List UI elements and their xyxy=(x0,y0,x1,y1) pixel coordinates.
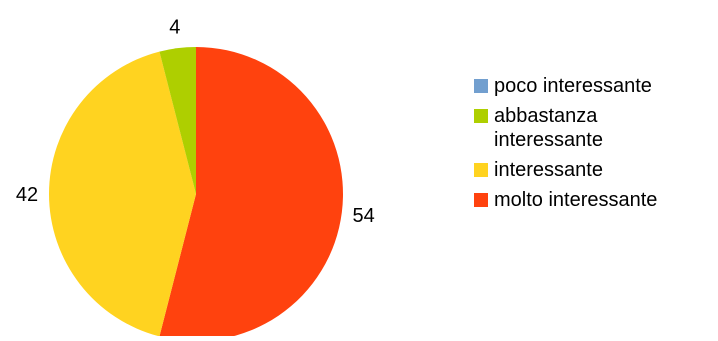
legend-item-molto-interessante: molto interessante xyxy=(474,188,714,212)
data-label-interessante: 42 xyxy=(16,184,38,206)
legend-swatch-molto-interessante xyxy=(474,193,488,207)
legend-label-abbastanza-interessante: abbastanza interessante xyxy=(494,105,603,151)
legend-swatch-abbastanza-interessante xyxy=(474,109,488,123)
data-label-molto-interessante: 54 xyxy=(353,205,375,227)
pie-slice-interessante xyxy=(49,51,197,337)
legend-item-interessante: interessante xyxy=(474,158,714,182)
legend-label-interessante: interessante xyxy=(494,159,603,181)
chart-legend: poco interessante abbastanza interessant… xyxy=(474,74,714,218)
legend-label-molto-interessante: molto interessante xyxy=(494,189,658,211)
pie-slice-molto-interessante xyxy=(159,47,343,341)
legend-label-poco-interessante: poco interessante xyxy=(494,75,652,97)
legend-item-poco-interessante: poco interessante xyxy=(474,74,714,98)
legend-swatch-interessante xyxy=(474,163,488,177)
data-label-abbastanza-interessante: 4 xyxy=(169,16,180,38)
pie-slice-abbastanza-interessante xyxy=(159,47,196,194)
legend-item-abbastanza-interessante: abbastanza interessante xyxy=(474,104,714,152)
legend-swatch-poco-interessante xyxy=(474,79,488,93)
